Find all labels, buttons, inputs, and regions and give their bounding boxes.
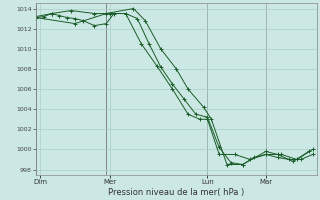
X-axis label: Pression niveau de la mer( hPa ): Pression niveau de la mer( hPa ): [108, 188, 244, 197]
